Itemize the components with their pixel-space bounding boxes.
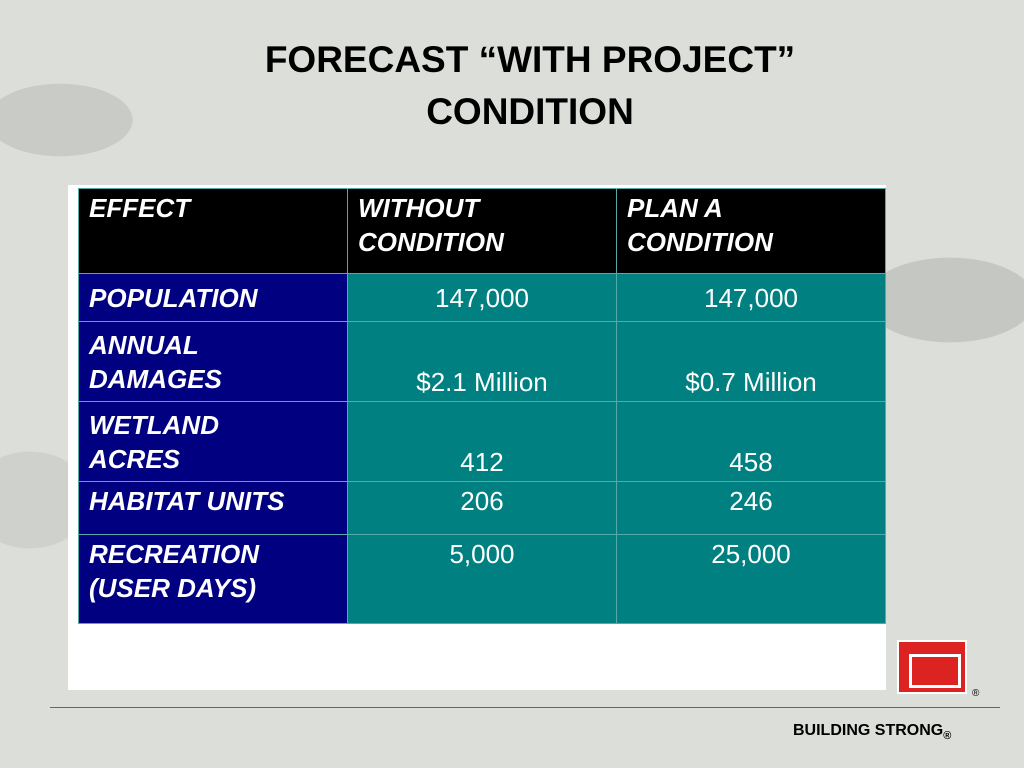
cell: POPULATION	[78, 273, 348, 322]
row: RECREATION (USER DAYS) 5,000 25,000	[78, 534, 886, 624]
cell: $0.7 Million	[616, 321, 886, 402]
cell: HABITAT UNITS	[78, 481, 348, 535]
row: HABITAT UNITS 206 246	[78, 481, 886, 535]
row: POPULATION 147,000 147,000	[78, 273, 886, 322]
cell: RECREATION (USER DAYS)	[78, 534, 348, 624]
castle	[909, 654, 961, 688]
footer-mark: ®	[943, 730, 952, 743]
cell: ANNUAL DAMAGES	[78, 321, 348, 402]
column-header: WITHOUT CONDITION	[347, 188, 617, 274]
table: EFFECT WITHOUT CONDITION PLAN A CONDITION P…	[78, 188, 886, 624]
cell: 412	[347, 401, 617, 482]
header-row: EFFECT WITHOUT CONDITION PLAN A CONDITION	[78, 188, 886, 274]
cell: WETLAND ACRES	[78, 401, 348, 482]
cell: 25,000	[616, 534, 886, 624]
cell: 246	[616, 481, 886, 535]
cell: $2.1 Million	[347, 321, 617, 402]
cell: 147,000	[616, 273, 886, 322]
logo	[897, 640, 967, 694]
column-header: PLAN A CONDITION	[616, 188, 886, 274]
footer: BUILDING STRONG®	[793, 722, 951, 742]
row: WETLAND ACRES 412 458	[78, 401, 886, 482]
row: ANNUAL DAMAGES $2.1 Million $0.7 Million	[78, 321, 886, 402]
logo-mark: ®	[972, 688, 980, 699]
title: FORECAST “WITH PROJECT” CONDITION	[264, 39, 796, 132]
cell: 5,000	[347, 534, 617, 624]
cell: 147,000	[347, 273, 617, 322]
footer-text: BUILDING STRONG	[793, 722, 944, 739]
column-header: EFFECT	[78, 188, 348, 274]
cell: 458	[616, 401, 886, 482]
rule	[50, 707, 1000, 708]
cell: 206	[347, 481, 617, 535]
